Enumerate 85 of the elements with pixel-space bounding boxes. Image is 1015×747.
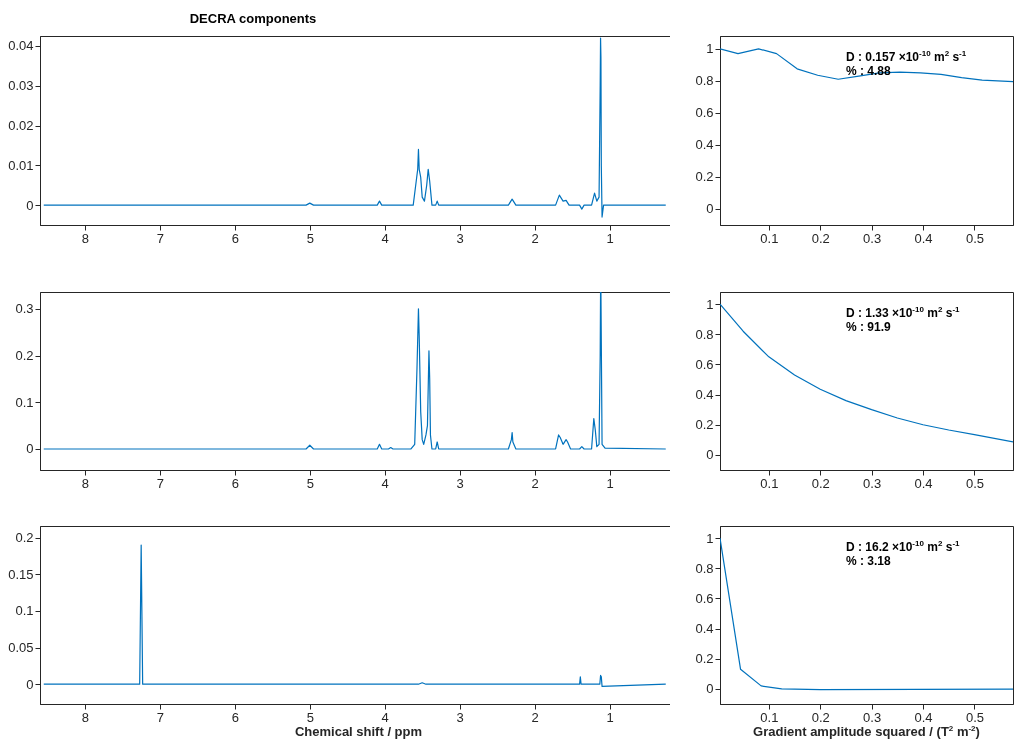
x-tick-label: 3 xyxy=(456,709,464,725)
x-tick-label: 0.2 xyxy=(811,230,830,246)
annotation: D : 16.2 ×10$^{-10}$ m$^{2}$ s$^{-1}$ xyxy=(845,538,960,555)
y-tick-label: 0.01 xyxy=(8,157,34,173)
x-tick-label: 4 xyxy=(381,230,389,246)
y-tick-label: 0 xyxy=(26,676,34,692)
x-tick-label: 5 xyxy=(306,230,314,246)
x-tick-label: 0.5 xyxy=(965,230,984,246)
y-tick-label: 0.2 xyxy=(695,417,714,433)
y-tick-label: 0.4 xyxy=(695,621,714,637)
x-tick-label: 8 xyxy=(81,475,90,491)
y-tick-label: 0.6 xyxy=(695,105,714,121)
x-tick-label: 0.3 xyxy=(863,230,882,246)
y-tick-label: 0.04 xyxy=(8,38,34,54)
y-tick-label: 0 xyxy=(26,441,34,457)
y-tick-label: 0.8 xyxy=(695,73,714,89)
x-tick-label: 5 xyxy=(306,709,314,725)
x-tick-label: 1 xyxy=(606,230,614,246)
y-tick-label: 0.03 xyxy=(8,78,34,94)
y-tick-label: 0.6 xyxy=(695,356,714,372)
y-tick-label: 0.1 xyxy=(15,603,34,619)
y-tick-label: 0.8 xyxy=(695,326,714,342)
x-tick-label: 0.3 xyxy=(863,475,882,491)
x-tick-label: 7 xyxy=(156,230,165,246)
x-tick-label: 0.4 xyxy=(914,709,933,725)
x-tick-label: 6 xyxy=(231,475,239,491)
y-tick-label: 0 xyxy=(26,197,34,213)
line-series xyxy=(720,537,1013,691)
line-series xyxy=(43,37,667,218)
x-tick-label: 1 xyxy=(606,709,614,725)
y-tick-label: 0.02 xyxy=(8,118,34,134)
y-tick-label: 1 xyxy=(706,41,714,57)
x-tick-label: 3 xyxy=(456,230,464,246)
x-axis-title: Chemical shift / ppm xyxy=(293,724,424,739)
x-tick-label: 6 xyxy=(231,230,239,246)
line-series xyxy=(43,544,667,688)
y-tick-label: 0.3 xyxy=(15,301,34,317)
y-tick-label: 0 xyxy=(706,201,714,217)
x-tick-label: 7 xyxy=(156,475,165,491)
x-tick-label: 4 xyxy=(381,709,389,725)
x-tick-label: 0.1 xyxy=(760,475,779,491)
x-axis-title: Gradient amplitude squared / (T$^{2}$ m$^{-2}$) xyxy=(752,724,981,740)
line-series xyxy=(720,48,1013,83)
y-tick-label: 0.2 xyxy=(15,348,34,364)
x-tick-label: 0.3 xyxy=(863,709,882,725)
x-tick-label: 0.5 xyxy=(965,475,984,491)
y-tick-label: 0 xyxy=(706,447,714,463)
y-tick-label: 0.8 xyxy=(695,560,714,576)
y-tick-label: 0.2 xyxy=(695,651,714,667)
annotation: % : 91.9 xyxy=(845,319,891,335)
x-tick-label: 4 xyxy=(381,475,389,491)
x-tick-label: 2 xyxy=(531,475,539,491)
x-tick-label: 6 xyxy=(231,709,239,725)
x-tick-label: 0.2 xyxy=(811,475,830,491)
annotation: % : 3.18 xyxy=(845,553,891,569)
x-tick-label: 3 xyxy=(456,475,464,491)
x-tick-label: 0.4 xyxy=(914,230,933,246)
x-tick-label: 5 xyxy=(306,475,314,491)
x-tick-label: 0.5 xyxy=(965,709,984,725)
y-tick-label: 0 xyxy=(706,681,714,697)
y-tick-label: 0.1 xyxy=(15,394,34,410)
y-tick-label: 0.2 xyxy=(15,530,34,546)
x-tick-label: 0.2 xyxy=(811,709,830,725)
y-tick-label: 0.2 xyxy=(695,169,714,185)
x-tick-label: 8 xyxy=(81,230,90,246)
x-tick-label: 0.1 xyxy=(760,230,779,246)
y-tick-label: 0.4 xyxy=(695,387,714,403)
y-tick-label: 0.05 xyxy=(8,640,34,656)
y-tick-label: 0.6 xyxy=(695,590,714,606)
line-series xyxy=(720,303,1013,443)
y-tick-label: 1 xyxy=(706,296,714,312)
x-tick-label: 1 xyxy=(606,475,614,491)
annotation: D : 0.157 ×10$^{-10}$ m$^{2}$ s$^{-1}$ xyxy=(845,48,967,65)
x-tick-label: 0.4 xyxy=(914,475,933,491)
x-tick-label: 8 xyxy=(81,709,90,725)
line-series xyxy=(43,292,667,450)
annotation: D : 1.33 ×10$^{-10}$ m$^{2}$ s$^{-1}$ xyxy=(845,304,960,321)
x-tick-label: 0.1 xyxy=(760,709,779,725)
x-tick-label: 2 xyxy=(531,709,539,725)
y-tick-label: 0.15 xyxy=(8,566,34,582)
y-tick-label: 0.4 xyxy=(695,137,714,153)
x-tick-label: 2 xyxy=(531,230,539,246)
y-tick-label: 1 xyxy=(706,530,714,546)
x-tick-label: 7 xyxy=(156,709,165,725)
chart-title: DECRA components xyxy=(189,11,317,26)
